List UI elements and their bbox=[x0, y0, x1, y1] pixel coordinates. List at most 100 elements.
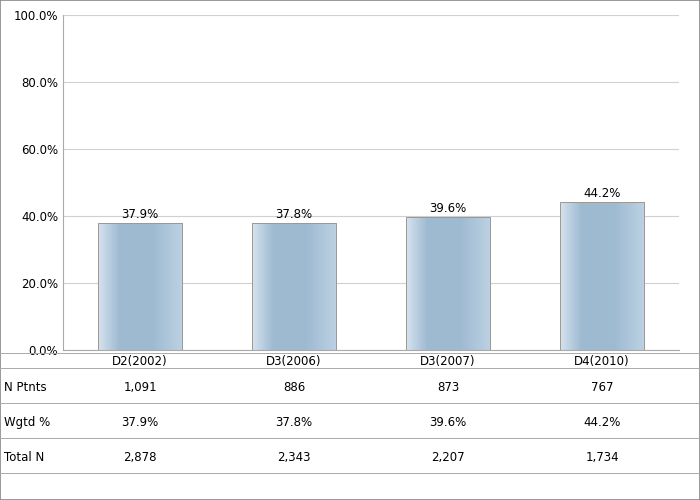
Bar bbox=[455, 218, 456, 350]
Bar bbox=[177, 223, 178, 350]
Bar bbox=[274, 224, 275, 350]
Bar bbox=[486, 218, 488, 350]
Bar bbox=[636, 202, 637, 350]
Bar bbox=[142, 223, 143, 350]
Bar bbox=[327, 224, 328, 350]
Bar bbox=[275, 224, 276, 350]
Bar bbox=[122, 223, 123, 350]
Bar bbox=[566, 202, 567, 350]
Bar bbox=[289, 224, 290, 350]
Bar bbox=[172, 223, 174, 350]
Bar bbox=[153, 223, 154, 350]
Bar bbox=[147, 223, 148, 350]
Bar bbox=[461, 218, 462, 350]
Bar bbox=[131, 223, 132, 350]
Bar bbox=[622, 202, 623, 350]
Bar bbox=[154, 223, 155, 350]
Bar bbox=[326, 224, 327, 350]
Bar bbox=[141, 223, 142, 350]
Bar bbox=[312, 224, 313, 350]
Bar bbox=[414, 218, 415, 350]
Bar bbox=[174, 223, 176, 350]
Bar bbox=[486, 218, 487, 350]
Bar bbox=[261, 224, 262, 350]
Bar bbox=[150, 223, 151, 350]
Bar bbox=[432, 218, 433, 350]
Bar bbox=[421, 218, 422, 350]
Bar bbox=[636, 202, 638, 350]
Bar bbox=[588, 202, 589, 350]
Bar bbox=[138, 223, 139, 350]
Bar bbox=[262, 224, 263, 350]
Bar bbox=[417, 218, 418, 350]
Bar bbox=[470, 218, 471, 350]
Bar bbox=[581, 202, 582, 350]
Bar bbox=[322, 224, 323, 350]
Bar bbox=[599, 202, 600, 350]
Text: Total N: Total N bbox=[4, 451, 43, 464]
Bar bbox=[641, 202, 643, 350]
Bar bbox=[330, 224, 332, 350]
Bar bbox=[613, 202, 614, 350]
Bar bbox=[285, 224, 286, 350]
Bar bbox=[586, 202, 587, 350]
Bar bbox=[294, 224, 295, 350]
Bar bbox=[468, 218, 469, 350]
Bar bbox=[129, 223, 130, 350]
Bar bbox=[465, 218, 466, 350]
Bar bbox=[471, 218, 472, 350]
Bar bbox=[481, 218, 482, 350]
Bar bbox=[579, 202, 580, 350]
Bar bbox=[415, 218, 416, 350]
Bar bbox=[120, 223, 121, 350]
Bar bbox=[335, 224, 337, 350]
Bar bbox=[477, 218, 478, 350]
Bar bbox=[169, 223, 170, 350]
Bar bbox=[311, 224, 312, 350]
Text: 39.6%: 39.6% bbox=[429, 416, 467, 429]
Bar bbox=[406, 218, 491, 350]
Bar bbox=[601, 202, 602, 350]
Bar bbox=[460, 218, 461, 350]
Bar bbox=[125, 223, 126, 350]
Bar bbox=[271, 224, 272, 350]
Bar bbox=[434, 218, 435, 350]
Bar bbox=[164, 223, 166, 350]
Bar bbox=[332, 224, 333, 350]
Bar bbox=[119, 223, 120, 350]
Bar bbox=[318, 224, 320, 350]
Bar bbox=[332, 224, 334, 350]
Bar bbox=[454, 218, 455, 350]
Bar bbox=[107, 223, 108, 350]
Bar bbox=[252, 224, 336, 350]
Text: 2,207: 2,207 bbox=[431, 451, 465, 464]
Bar bbox=[643, 202, 645, 350]
Bar bbox=[160, 223, 161, 350]
Bar bbox=[268, 224, 269, 350]
Bar bbox=[259, 224, 260, 350]
Bar bbox=[305, 224, 306, 350]
Bar bbox=[473, 218, 475, 350]
Bar bbox=[577, 202, 578, 350]
Bar bbox=[637, 202, 638, 350]
Bar bbox=[423, 218, 424, 350]
Bar bbox=[155, 223, 156, 350]
Bar bbox=[320, 224, 321, 350]
Bar bbox=[638, 202, 640, 350]
Bar bbox=[321, 224, 322, 350]
Bar bbox=[136, 223, 137, 350]
Bar bbox=[578, 202, 579, 350]
Bar bbox=[610, 202, 611, 350]
Bar bbox=[436, 218, 437, 350]
Text: 39.6%: 39.6% bbox=[429, 202, 467, 215]
Bar bbox=[335, 224, 336, 350]
Bar bbox=[479, 218, 480, 350]
Bar bbox=[296, 224, 297, 350]
Bar bbox=[467, 218, 468, 350]
Bar bbox=[445, 218, 446, 350]
Bar bbox=[442, 218, 443, 350]
Bar bbox=[489, 218, 490, 350]
Bar bbox=[474, 218, 475, 350]
Bar bbox=[176, 223, 177, 350]
Bar bbox=[624, 202, 625, 350]
